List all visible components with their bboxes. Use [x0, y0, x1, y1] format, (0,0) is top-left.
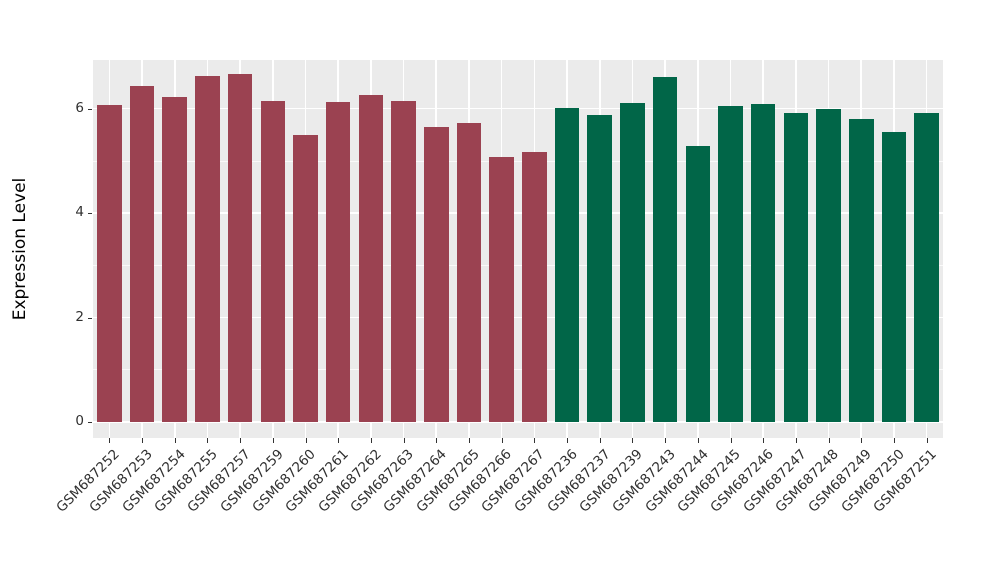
x-tick-mark: [926, 438, 928, 443]
x-tick-mark: [109, 438, 111, 443]
x-tick-mark: [142, 438, 144, 443]
minor-gridline-y5: [93, 160, 943, 162]
x-tick-mark: [305, 438, 307, 443]
x-tick-mark: [468, 438, 470, 443]
bar-GSM687253: [129, 86, 155, 422]
x-tick-mark: [795, 438, 797, 443]
bar-GSM687267: [522, 151, 547, 422]
y-tick-mark-0: [88, 422, 92, 423]
x-tick-mark: [501, 438, 503, 443]
bar-GSM687259: [260, 101, 286, 422]
bar-GSM687248: [816, 109, 841, 422]
minor-gridline-y1: [93, 369, 943, 371]
bar-GSM687247: [783, 113, 809, 422]
bar-GSM687244: [685, 146, 711, 422]
x-tick-mark: [174, 438, 176, 443]
x-tick-mark: [338, 438, 340, 443]
bar-GSM687245: [718, 105, 743, 422]
y-tick-label-6: 6: [75, 99, 84, 116]
bar-GSM687260: [293, 134, 318, 422]
x-tick-mark: [272, 438, 274, 443]
x-tick-mark: [207, 438, 209, 443]
bar-GSM687264: [424, 126, 449, 422]
bar-GSM687257: [227, 74, 253, 422]
plot-panel: [93, 60, 943, 438]
y-axis-title-text: Expression Level: [10, 177, 30, 321]
y-tick-label-0: 0: [75, 413, 84, 429]
minor-gridline-y3: [93, 264, 943, 266]
bar-GSM687243: [652, 77, 678, 422]
x-tick-mark: [665, 438, 667, 443]
x-tick-mark: [730, 438, 732, 443]
bar-GSM687252: [97, 104, 122, 422]
x-tick-mark: [436, 438, 438, 443]
x-tick-mark: [763, 438, 765, 443]
y-tick-label-4: 4: [75, 204, 84, 221]
bar-GSM687261: [325, 102, 351, 422]
y-tick-mark-2: [88, 317, 92, 319]
bar-GSM687263: [391, 100, 416, 422]
bar-GSM687246: [750, 104, 776, 422]
x-tick-mark: [403, 438, 405, 443]
x-tick-mark: [567, 438, 569, 443]
bar-GSM687265: [456, 123, 482, 422]
major-gridline-y2: [93, 316, 943, 319]
x-tick-mark: [599, 438, 601, 443]
x-tick-mark: [534, 438, 536, 443]
x-tick-mark: [370, 438, 372, 443]
major-gridline-y0: [93, 421, 943, 423]
x-tick-mark: [828, 438, 830, 443]
bar-GSM687236: [554, 107, 580, 422]
major-gridline-y4: [93, 212, 943, 214]
bar-GSM687239: [620, 103, 645, 422]
bar-GSM687249: [849, 118, 874, 422]
bar-GSM687254: [162, 97, 187, 422]
bar-GSM687266: [489, 156, 514, 422]
x-tick-mark: [861, 438, 863, 443]
y-tick-mark-6: [88, 108, 92, 110]
x-tick-mark: [697, 438, 699, 443]
major-gridline-y6: [93, 107, 943, 110]
bar-GSM687250: [881, 131, 907, 422]
y-tick-mark-4: [88, 213, 92, 215]
x-tick-mark: [893, 438, 895, 443]
x-tick-mark: [632, 438, 634, 443]
y-tick-label-2: 2: [75, 308, 84, 325]
bar-GSM687262: [358, 94, 384, 422]
bar-GSM687251: [914, 112, 939, 422]
x-tick-mark: [240, 438, 242, 443]
bar-GSM687255: [195, 76, 220, 422]
bar-GSM687237: [587, 115, 612, 422]
